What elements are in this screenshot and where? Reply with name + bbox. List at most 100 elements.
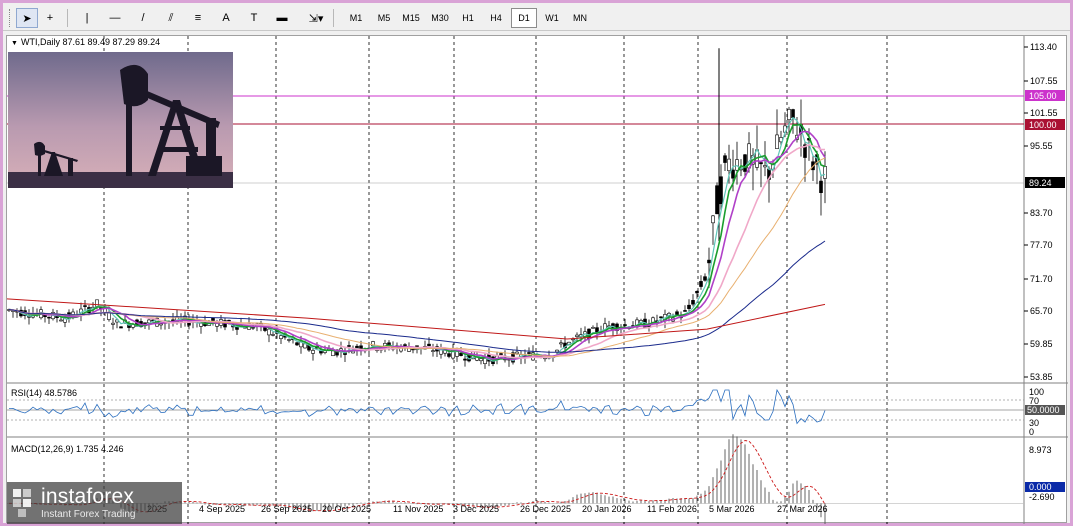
trendline-tool[interactable]: / [141, 12, 145, 24]
timeframe-m15[interactable]: M15 [402, 13, 420, 23]
candle-body [715, 185, 719, 215]
timeframe-mn[interactable]: MN [573, 13, 587, 23]
level-100-label: 100.00 [1029, 120, 1057, 130]
macd-scale-label: -2.690 [1029, 492, 1055, 502]
toolbar-separator [333, 9, 334, 27]
candle-body [683, 310, 687, 312]
macd-scale-label: 8.973 [1029, 445, 1052, 455]
candle-body [279, 335, 283, 339]
candle-body [723, 155, 727, 163]
level-105-label: 105.00 [1029, 91, 1057, 101]
date-label: 20 Oct 2025 [322, 504, 371, 514]
candle-body [159, 323, 163, 326]
text-label-tool[interactable]: T [250, 12, 258, 24]
level-105-badge [1025, 90, 1065, 101]
candle-body [431, 350, 435, 352]
candle-body [575, 334, 579, 337]
current-price-label: 89.24 [1029, 178, 1052, 188]
price-chart-canvas[interactable]: 113.40 107.55 101.55 95.55 83.70 77.70 71.70 65… [7, 36, 1068, 524]
candle-body [731, 169, 735, 179]
crosshair-tool[interactable]: + [46, 12, 54, 24]
date-label: 11 Nov 2025 [393, 504, 443, 514]
candle-body [719, 176, 723, 205]
candle-body [347, 345, 351, 347]
timeframe-d1[interactable]: D1 [511, 8, 537, 28]
candle-body [463, 358, 467, 361]
toolbar-grip[interactable] [9, 9, 12, 27]
price-scale-label: 113.40 [1030, 42, 1057, 52]
chart-window[interactable]: 113.40 107.55 101.55 95.55 83.70 77.70 71.70 65… [6, 35, 1068, 524]
rsi-line [8, 388, 826, 425]
toolbar: ➤ + | — / ⫽ ≡ A T ▬ ⇲▾ M1 M5 M15 M30 H1 H4 D1 W1 MN [3, 3, 1070, 31]
candle-body [623, 324, 627, 326]
candle-body [711, 215, 715, 224]
candle-body [267, 328, 271, 336]
macd-zero-badge [1025, 482, 1065, 492]
macd-zero-label: 0.000 [1029, 482, 1052, 492]
timeframe-w1[interactable]: W1 [545, 13, 559, 23]
candle-body [387, 342, 391, 346]
price-scale-label: 71.70 [1030, 274, 1053, 284]
price-scale-label: 95.55 [1030, 141, 1053, 151]
candle-body [483, 358, 487, 365]
candle-body [199, 322, 203, 327]
candle-body [727, 158, 731, 172]
watermark-tagline: Instant Forex Trading [41, 509, 136, 520]
price-scale-label: 65.70 [1030, 306, 1053, 316]
text-tool[interactable]: A [222, 12, 230, 24]
cursor-tool[interactable]: ➤ [16, 8, 38, 28]
date-label: 26 Dec 2025 [520, 504, 571, 514]
candle-body [735, 159, 739, 171]
fibonacci-tool[interactable]: ≡ [194, 12, 202, 24]
candle-body [83, 305, 87, 307]
candle-body [331, 350, 335, 357]
candle-body [59, 319, 63, 322]
candle-body [447, 353, 451, 357]
candle-body [559, 342, 563, 345]
candle-body [271, 334, 275, 336]
moving-average-red [7, 298, 826, 340]
candle-body [823, 166, 827, 179]
watermark-brand: instaforex [41, 485, 135, 508]
candle-body [591, 327, 595, 329]
channel-tool[interactable]: ⫽ [168, 11, 174, 24]
candle-body [787, 108, 791, 121]
candle-body [107, 312, 111, 320]
rsi-scale-label: 30 [1029, 418, 1039, 428]
date-label: 27 Mar 2026 [777, 504, 828, 514]
candle-body [479, 358, 483, 362]
rsi-scale-label: 70 [1029, 396, 1039, 406]
rsi-current-label: 50.0000 [1027, 405, 1060, 415]
candle-body [499, 353, 503, 355]
moving-average-pink [8, 143, 826, 359]
macd-signal-line [9, 440, 826, 513]
rectangle-label-tool[interactable]: ▬ [276, 12, 288, 24]
horizontal-line-tool[interactable]: — [109, 12, 121, 24]
vertical-line-tool[interactable]: | [85, 12, 89, 24]
candle-body [759, 162, 763, 165]
candle-body [707, 259, 711, 264]
timeframe-h1[interactable]: H1 [462, 13, 474, 23]
candle-body [687, 304, 691, 309]
price-scale-label: 59.85 [1030, 339, 1053, 349]
candle-body [95, 299, 99, 307]
timeframe-h4[interactable]: H4 [490, 13, 502, 23]
timeframe-m1[interactable]: M1 [349, 13, 363, 23]
candle-body [791, 109, 795, 118]
timeframe-m30[interactable]: M30 [431, 13, 449, 23]
macd-title: MACD(12,26,9) 1.735 4.246 [11, 444, 124, 454]
candle-body [743, 154, 747, 172]
candle-body [143, 322, 147, 325]
candle-body [555, 349, 559, 353]
instaforex-watermark: instaforex Instant Forex Trading [7, 482, 182, 524]
arrows-tool[interactable]: ⇲▾ [308, 12, 324, 25]
candle-body [459, 353, 463, 356]
timeframe-m5[interactable]: M5 [377, 13, 391, 23]
chart-menu-icon: ▼ [11, 40, 18, 47]
candle-body [311, 350, 315, 354]
date-label: 4 Sep 2025 [199, 504, 245, 514]
date-label: 11 Feb 2026 [647, 504, 697, 514]
toolbar-separator [67, 9, 68, 27]
candle-body [659, 316, 663, 319]
candle-body [527, 352, 531, 354]
